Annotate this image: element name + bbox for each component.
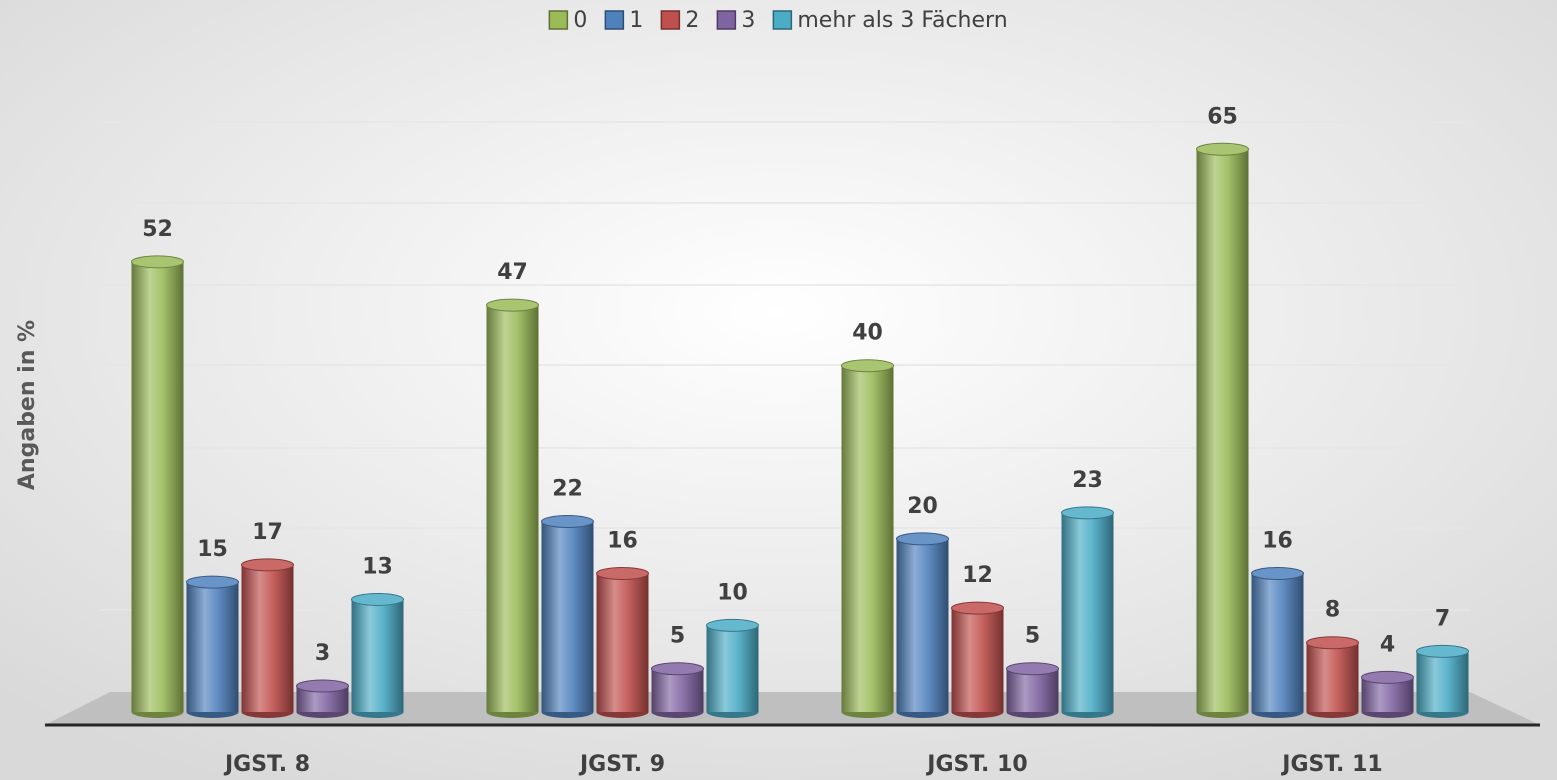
bar: [1061, 512, 1114, 712]
legend-label: 2: [685, 8, 699, 33]
x-tick-label: JGST. 11: [1280, 752, 1382, 777]
bar-cap: [1061, 506, 1114, 520]
data-label: 12: [962, 563, 993, 588]
legend-label: 0: [573, 8, 587, 33]
x-tick-label: JGST. 10: [925, 752, 1027, 777]
bar: [541, 521, 594, 712]
bar: [1416, 651, 1469, 712]
x-tick-label: JGST. 8: [223, 752, 310, 777]
bar-cap: [951, 601, 1004, 615]
bar: [486, 305, 539, 712]
data-label: 5: [1025, 624, 1040, 649]
bar: [1306, 642, 1359, 712]
bar: [241, 564, 294, 712]
bar-cap: [351, 592, 404, 606]
data-label: 52: [142, 217, 173, 242]
bar: [951, 608, 1004, 712]
bar-cap: [131, 255, 184, 269]
bar: [596, 573, 649, 712]
x-tick-label: JGST. 9: [578, 752, 665, 777]
bar: [1006, 668, 1059, 712]
bar: [651, 668, 704, 712]
bar: [1251, 573, 1304, 712]
data-label: 23: [1072, 468, 1103, 493]
data-label: 65: [1207, 104, 1238, 129]
bar-cap: [1306, 636, 1359, 650]
legend-label: 3: [741, 8, 755, 33]
floor: [45, 692, 1540, 725]
legend-swatch: [716, 10, 737, 30]
bar-cap: [1416, 644, 1469, 658]
data-label: 15: [197, 537, 228, 562]
data-label: 7: [1435, 606, 1450, 631]
data-label: 47: [497, 260, 528, 285]
data-label: 10: [717, 580, 748, 605]
data-label: 4: [1380, 632, 1395, 657]
data-label: 20: [907, 494, 938, 519]
bar-cap: [186, 575, 239, 589]
bar: [1196, 149, 1249, 713]
data-label: 13: [362, 554, 393, 579]
data-label: 5: [670, 624, 685, 649]
bar: [841, 365, 894, 712]
data-label: 3: [315, 641, 330, 666]
bar-cap: [1361, 670, 1414, 684]
data-label: 17: [252, 520, 283, 545]
legend-swatch: [604, 10, 625, 30]
bar: [131, 261, 184, 712]
bar-cap: [541, 515, 594, 529]
y-axis-label: Angaben in %: [15, 320, 40, 490]
bar-cap: [706, 618, 759, 632]
bar-cap: [1196, 142, 1249, 156]
bar-cap: [1006, 662, 1059, 676]
data-label: 40: [852, 321, 883, 346]
legend-label: 1: [629, 8, 643, 33]
bar-cap: [841, 359, 894, 373]
legend-swatch: [548, 10, 569, 30]
bar-cap: [241, 558, 294, 572]
legend-swatch: [772, 10, 793, 30]
legend: 0 1 2 3 mehr als 3 Fächern: [548, 8, 1008, 33]
bar: [896, 538, 949, 712]
data-label: 16: [1262, 528, 1293, 553]
bar-cap: [486, 298, 539, 312]
data-label: 8: [1325, 598, 1340, 623]
bar-cap: [296, 679, 349, 693]
data-label: 16: [607, 528, 638, 553]
bar: [186, 582, 239, 712]
legend-label: mehr als 3 Fächern: [797, 8, 1007, 33]
bar-cap: [596, 566, 649, 580]
bar-cap: [896, 532, 949, 546]
bar-cap: [651, 662, 704, 676]
bar: [706, 625, 759, 712]
bar-cap: [1251, 566, 1304, 580]
data-label: 22: [552, 477, 583, 502]
legend-swatch: [660, 10, 681, 30]
bar: [351, 599, 404, 712]
